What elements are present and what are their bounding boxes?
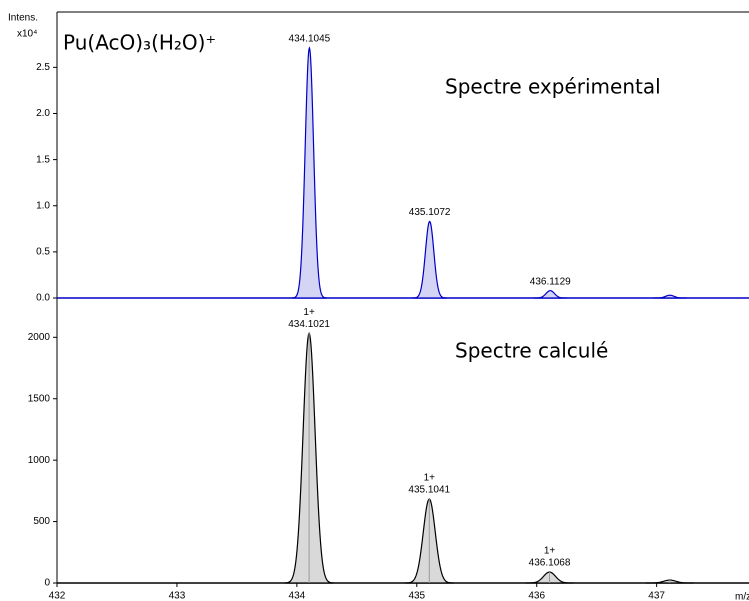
y-tick-label: 0.5: [36, 247, 50, 258]
y-tick-label: 1.0: [36, 200, 50, 211]
peak-label: 436.1068: [529, 558, 571, 569]
y-scale-label: x10⁴: [17, 29, 37, 40]
peak: [653, 294, 687, 299]
y-tick-label: 2.5: [36, 62, 50, 73]
annotation: Spectre expérimental: [445, 75, 661, 99]
y-tick-label: 1.5: [36, 154, 50, 165]
x-axis-label: m/z: [735, 592, 749, 601]
charge-label: 1+: [303, 307, 315, 318]
y-tick-label: 1000: [28, 455, 51, 466]
y-tick-label: 500: [33, 516, 50, 527]
peak-label: 434.1021: [288, 319, 330, 330]
peak-label: 436.1129: [530, 276, 571, 287]
x-tick-label: 433: [169, 591, 186, 601]
charge-label: 1+: [544, 546, 556, 557]
y-tick-label: 0.0: [36, 293, 50, 304]
y-tick-label: 2.0: [36, 108, 50, 119]
peak-label: 435.1041: [408, 485, 450, 496]
annotation: Spectre calculé: [455, 339, 608, 363]
chart-title: Pu(AcO)₃(H₂O)⁺: [63, 31, 216, 55]
charge-label: 1+: [424, 473, 436, 484]
peak: [533, 290, 568, 299]
x-tick-label: 435: [408, 591, 425, 601]
x-tick-label: 437: [648, 591, 665, 601]
peak: [291, 46, 327, 299]
peak-label: 435.1072: [409, 207, 451, 218]
x-tick-label: 434: [289, 591, 306, 601]
x-tick-label: 432: [49, 591, 66, 601]
x-tick-label: 436: [528, 591, 545, 601]
peak-label: 434.1045: [289, 34, 331, 45]
y-axis-label: Intens.: [8, 13, 38, 24]
y-tick-label: 1500: [28, 393, 51, 404]
y-tick-label: 0: [44, 578, 50, 589]
peak: [412, 220, 448, 299]
y-tick-label: 2000: [28, 332, 51, 343]
